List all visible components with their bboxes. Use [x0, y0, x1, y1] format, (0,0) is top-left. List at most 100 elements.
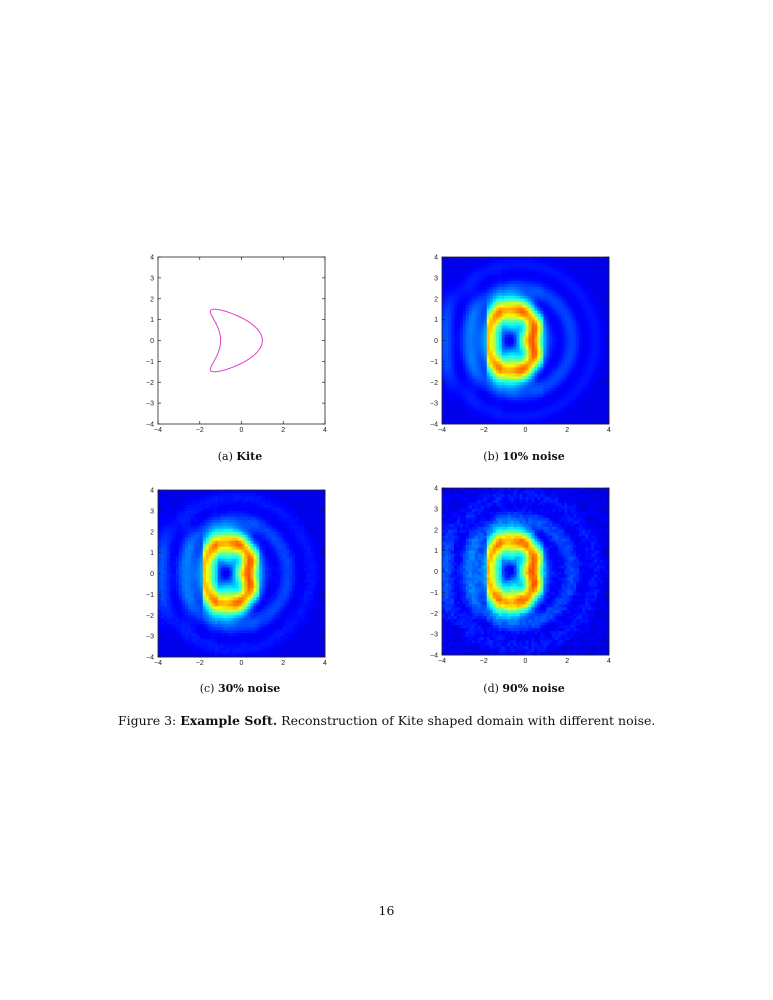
heatmap-cell [510, 259, 514, 264]
heatmap-cell [582, 385, 586, 389]
heatmap-cell [322, 504, 326, 509]
heatmap-cell [495, 310, 500, 315]
heatmap-cell [471, 268, 476, 273]
heatmap-cell [271, 567, 275, 571]
heatmap-cell [489, 382, 494, 386]
heatmap-cell [459, 373, 464, 377]
heatmap-cell [552, 421, 556, 425]
heatmap-cell [519, 376, 523, 380]
heatmap-cell [229, 555, 233, 559]
heatmap-cell [516, 307, 520, 312]
heatmap-cell [486, 295, 491, 300]
heatmap-cell [585, 379, 589, 383]
heatmap-cell [262, 525, 266, 530]
heatmap-cell [522, 325, 526, 329]
heatmap-cell [462, 313, 467, 318]
heatmap-cell [211, 561, 216, 565]
y-tick-label: 4 [434, 255, 438, 262]
heatmap-cell [522, 274, 526, 279]
heatmap-cell [558, 388, 562, 392]
heatmap-cell [238, 573, 242, 577]
heatmap-cell [588, 316, 592, 321]
heatmap-cell [555, 421, 559, 425]
heatmap-cell [163, 516, 168, 521]
heatmap-cell [304, 516, 308, 521]
heatmap-cell [525, 286, 529, 291]
heatmap-cell [286, 498, 290, 503]
heatmap-cell [567, 388, 571, 392]
heatmap-cell [540, 337, 544, 341]
heatmap-cell [555, 334, 559, 338]
heatmap-cell [483, 325, 488, 329]
heatmap-cell [172, 549, 177, 554]
heatmap-cell [277, 525, 281, 530]
heatmap-cell [597, 358, 601, 362]
heatmap-cell [507, 370, 511, 374]
heatmap-cell [259, 540, 263, 545]
heatmap-cell [474, 283, 479, 288]
heatmap-cell [498, 358, 503, 362]
heatmap-cell [549, 415, 553, 419]
heatmap-cell [313, 516, 317, 521]
heatmap-cell [442, 283, 446, 288]
heatmap-cell [477, 325, 482, 329]
heatmap-cell [450, 304, 455, 309]
heatmap-cell [229, 516, 233, 521]
heatmap-cell [513, 265, 517, 270]
heatmap-cell [567, 361, 571, 365]
heatmap-cell [456, 331, 461, 335]
x-tick-label: −4 [154, 427, 162, 434]
heatmap-cell [549, 257, 553, 261]
heatmap-cell [531, 388, 535, 392]
heatmap-cell [253, 543, 257, 548]
heatmap-cell [504, 394, 509, 398]
heatmap-cell [253, 531, 257, 536]
heatmap-cell [552, 271, 556, 276]
heatmap-cell [292, 528, 296, 533]
heatmap-cell [247, 531, 251, 536]
heatmap-cell [564, 391, 568, 395]
heatmap-cell [459, 379, 464, 383]
heatmap-cell [600, 257, 604, 261]
heatmap-cell [226, 573, 230, 577]
heatmap-cell [486, 304, 491, 309]
heatmap-cell [567, 403, 571, 407]
heatmap-cell [582, 394, 586, 398]
heatmap-cell [603, 328, 607, 332]
heatmap-cell [241, 549, 245, 554]
heatmap-cell [525, 415, 529, 419]
heatmap-cell [564, 382, 568, 386]
heatmap-cell [178, 582, 183, 586]
heatmap-cell [573, 421, 577, 425]
heatmap-cell [567, 385, 571, 389]
heatmap-cell [307, 567, 311, 571]
heatmap-cell [567, 346, 571, 350]
heatmap-cell [564, 322, 568, 326]
heatmap-cell [214, 564, 219, 568]
heatmap-cell [492, 331, 497, 335]
heatmap-cell [480, 385, 485, 389]
heatmap-cell [265, 552, 269, 557]
heatmap-cell [247, 564, 251, 568]
heatmap-cell [513, 325, 517, 329]
heatmap-cell [507, 397, 511, 401]
heatmap-cell [474, 337, 479, 341]
heatmap-cell [528, 274, 532, 279]
heatmap-cell [226, 558, 230, 562]
heatmap-cell [510, 406, 514, 410]
heatmap-cell [558, 313, 562, 318]
heatmap-cell [510, 277, 514, 282]
heatmap-cell [190, 549, 195, 554]
heatmap-cell [193, 567, 198, 571]
heatmap-cell [456, 415, 461, 419]
heatmap-cell [549, 295, 553, 300]
heatmap-cell [510, 325, 514, 329]
heatmap-cell [498, 328, 503, 332]
heatmap-cell [442, 346, 446, 350]
heatmap-cell [208, 528, 213, 533]
heatmap-cell [573, 403, 577, 407]
heatmap-cell [322, 546, 326, 551]
heatmap-cell [555, 379, 559, 383]
heatmap-cell [552, 343, 556, 347]
heatmap-cell [528, 322, 532, 326]
